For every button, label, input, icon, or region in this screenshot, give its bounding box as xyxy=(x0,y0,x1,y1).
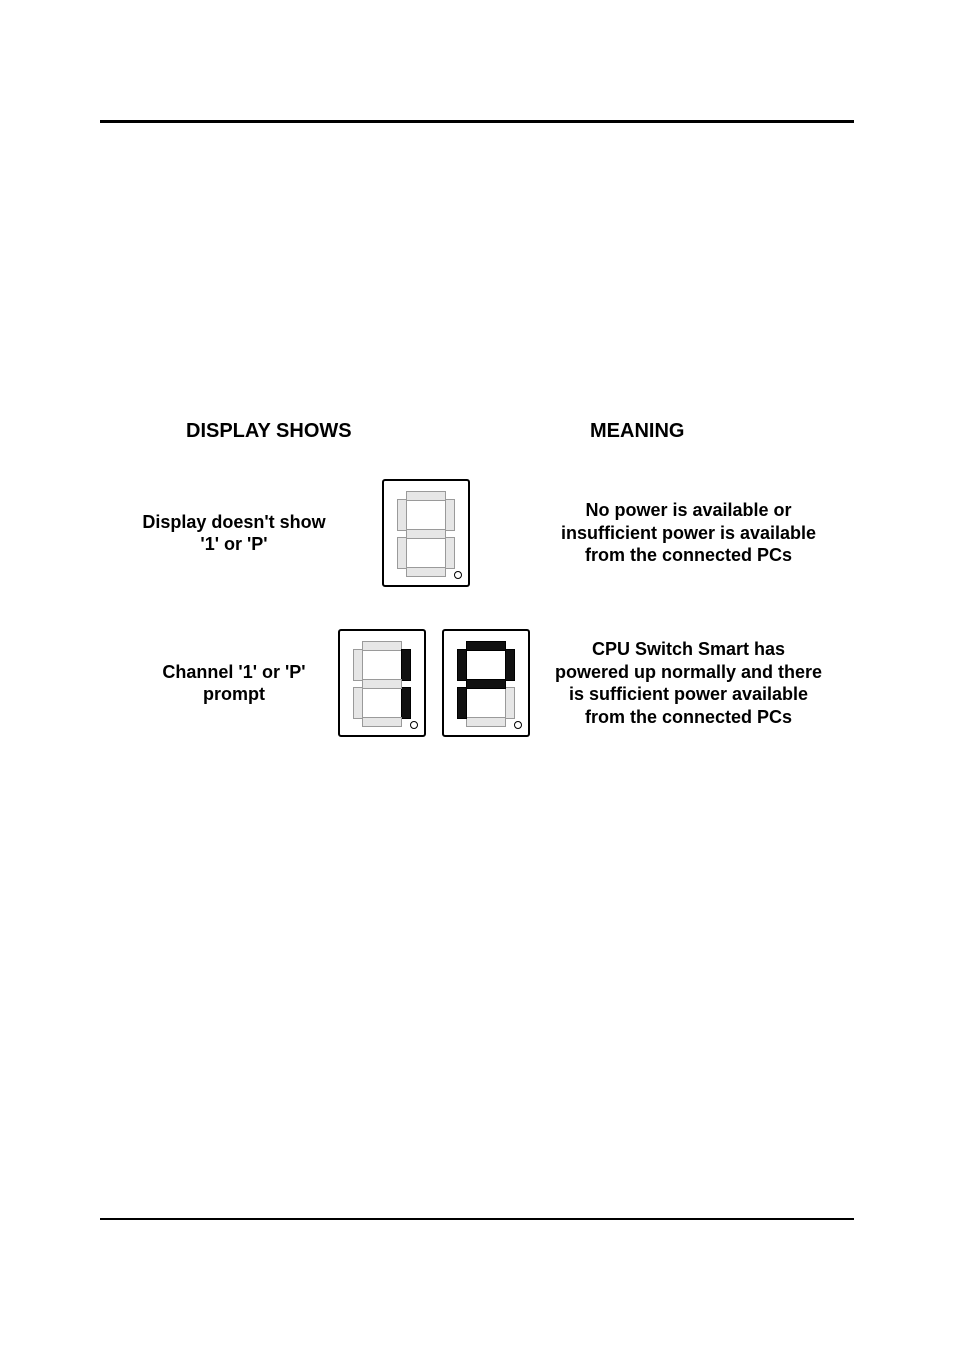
segment-c xyxy=(505,687,515,719)
segment-a xyxy=(466,641,506,651)
row-displays xyxy=(338,479,543,587)
header-meaning: MEANING xyxy=(380,420,854,443)
row-meaning: No power is available or insufficient po… xyxy=(543,499,854,567)
segment-e xyxy=(397,537,407,569)
segment-c xyxy=(401,687,411,719)
content-area: DISPLAY SHOWS MEANING Display doesn't sh… xyxy=(100,420,854,779)
page: DISPLAY SHOWS MEANING Display doesn't sh… xyxy=(0,0,954,1348)
decimal-point xyxy=(410,721,418,729)
segment-a xyxy=(362,641,402,651)
top-rule xyxy=(100,120,854,123)
row-label: Channel '1' or 'P' prompt xyxy=(100,661,338,706)
seven-segment-display xyxy=(382,479,470,587)
seven-segment-display xyxy=(442,629,530,737)
segment-d xyxy=(406,567,446,577)
header-display-shows: DISPLAY SHOWS xyxy=(100,420,380,443)
row-displays xyxy=(338,629,543,737)
bottom-rule xyxy=(100,1218,854,1220)
segment-b xyxy=(505,649,515,681)
table-row: Display doesn't show '1' or 'P' No power… xyxy=(100,479,854,587)
segment-b xyxy=(401,649,411,681)
segment-g xyxy=(466,679,506,689)
row-label: Display doesn't show '1' or 'P' xyxy=(100,511,338,556)
segment-b xyxy=(445,499,455,531)
segment-e xyxy=(457,687,467,719)
table-row: Channel '1' or 'P' prompt xyxy=(100,629,854,737)
segment-f xyxy=(353,649,363,681)
segment-g xyxy=(362,679,402,689)
segment-f xyxy=(457,649,467,681)
segment-f xyxy=(397,499,407,531)
segment-g xyxy=(406,529,446,539)
segment-d xyxy=(362,717,402,727)
row-meaning: CPU Switch Smart has powered up normally… xyxy=(543,638,854,728)
decimal-point xyxy=(514,721,522,729)
segment-e xyxy=(353,687,363,719)
segment-c xyxy=(445,537,455,569)
decimal-point xyxy=(454,571,462,579)
segment-d xyxy=(466,717,506,727)
column-headers: DISPLAY SHOWS MEANING xyxy=(100,420,854,443)
segment-a xyxy=(406,491,446,501)
seven-segment-display xyxy=(338,629,426,737)
